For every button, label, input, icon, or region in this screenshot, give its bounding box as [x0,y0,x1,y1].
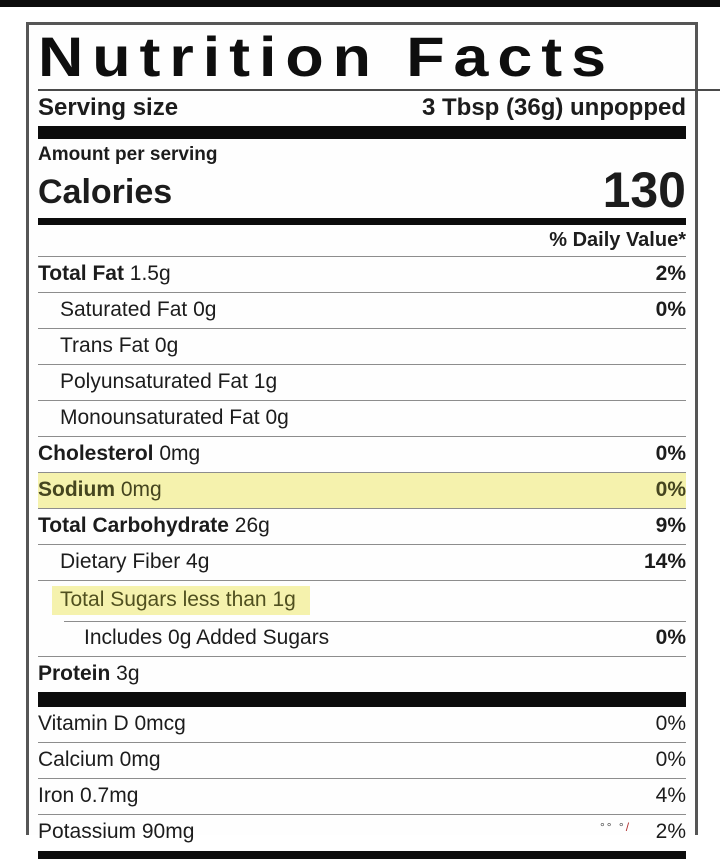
nutrient-name-bold: Total Carbohydrate [38,514,229,537]
nutrient-daily-value: 0% [655,478,686,501]
nutrient-name-rest: Potassium 90mg [38,820,195,843]
nutrient-row: Total Sugars less than 1g [38,580,686,621]
nutrient-name-rest: Polyunsaturated Fat 1g [60,370,278,393]
nutrient-row: Total Carbohydrate 26g 9% [38,508,686,544]
macronutrient-rows: Total Fat 1.5g 2% Saturated Fat 0g 0% Tr… [38,256,686,692]
nutrient-daily-value: 0% [655,442,686,465]
nutrient-name: Potassium 90mg [38,820,194,844]
thick-divider-bar [38,692,686,707]
nutrient-name: Polyunsaturated Fat 1g [60,370,277,394]
nutrient-row: Polyunsaturated Fat 1g [38,364,686,400]
nutrient-name-bold: Cholesterol [38,442,154,465]
nutrient-name: Cholesterol 0mg [38,442,200,466]
nutrient-name: Saturated Fat 0g [60,298,216,322]
nutrient-name: Total Fat 1.5g [38,262,171,286]
nutrient-name-rest: Vitamin D 0mcg [38,712,186,735]
nutrient-name-rest: Total Sugars less than 1g [60,588,296,611]
micronutrient-rows: Vitamin D 0mcg 0% Calcium 0mg 0% Iron 0.… [38,707,686,850]
nutrient-row: Sodium 0mg 0% [38,472,686,508]
nutrient-name: Dietary Fiber 4g [60,550,209,574]
nutrient-name-rest: Dietary Fiber 4g [60,550,210,573]
nutrient-name-rest: Includes 0g Added Sugars [84,626,330,649]
image-top-border-strip [0,0,720,7]
nutrient-row: Potassium 90mg 2% [38,814,686,850]
nutrient-name-bold: Sodium [38,478,115,501]
nutrient-name-rest: 0mg [115,478,162,501]
nutrient-name-rest: Saturated Fat 0g [60,298,217,321]
bottom-bar [38,851,686,859]
calories-label: Calories [38,173,173,211]
nutrient-name-rest: 1.5g [123,262,171,285]
nutrient-row: Iron 0.7mg 4% [38,778,686,814]
serving-size-label: Serving size [38,94,179,121]
nutrient-name: Trans Fat 0g [60,334,178,358]
nutrient-row: Vitamin D 0mcg 0% [38,707,686,742]
nutrient-daily-value: 4% [655,784,686,807]
nutrient-daily-value: 0% [655,298,686,321]
nutrient-name-rest: Monounsaturated Fat 0g [60,406,289,429]
scan-artifact-red-mark: / [625,820,632,834]
nutrient-daily-value: 9% [655,514,686,537]
serving-size-value: 3 Tbsp (36g) unpopped [422,94,686,121]
nutrient-name: Monounsaturated Fat 0g [60,406,289,430]
nutrient-name: Total Sugars less than 1g [52,586,310,615]
serving-size-row: Serving size 3 Tbsp (36g) unpopped [38,91,686,126]
nutrient-name-bold: Protein [38,662,111,685]
nutrient-name: Vitamin D 0mcg [38,712,186,736]
nutrient-row: Saturated Fat 0g 0% [38,292,686,328]
nutrient-name: Sodium 0mg [38,478,162,502]
nutrient-name: Protein 3g [38,662,140,686]
nutrient-row: Trans Fat 0g [38,328,686,364]
nutrient-row: Protein 3g [38,656,686,692]
nutrient-name-bold: Total Fat [38,262,124,285]
daily-value-header: % Daily Value* [549,229,686,251]
nutrient-name-rest: 0mg [153,442,201,465]
nutrient-daily-value: 0% [655,712,686,735]
nutrient-name-rest: Calcium 0mg [38,748,161,771]
nutrient-row: Includes 0g Added Sugars 0% [38,621,686,656]
nutrient-row: Monounsaturated Fat 0g [38,400,686,436]
calories-row: Calories 130 [38,162,686,218]
nutrient-name: Includes 0g Added Sugars [84,626,329,650]
nutrient-name-rest: 26g [228,514,270,537]
nutrient-name-rest: 3g [110,662,140,685]
medium-divider-bar [38,218,686,225]
nutrient-daily-value: 14% [643,550,686,573]
nutrient-name: Calcium 0mg [38,748,161,772]
calories-value: 130 [602,162,686,218]
nutrition-facts-label: Nutrition Facts Serving size 3 Tbsp (36g… [26,22,720,859]
scan-artifact-gray: °° ° [600,820,626,834]
nutrient-name-rest: Trans Fat 0g [60,334,179,357]
nutrient-daily-value: 2% [655,262,686,285]
nutrient-daily-value: 0% [655,748,686,771]
nutrient-row: Calcium 0mg 0% [38,742,686,778]
nutrient-name-rest: Iron 0.7mg [38,784,139,807]
nutrient-daily-value: 0% [655,626,686,649]
nutrient-row: Cholesterol 0mg 0% [38,436,686,472]
label-title: Nutrition Facts [38,27,720,91]
nutrient-name: Total Carbohydrate 26g [38,514,270,538]
nutrient-row: Dietary Fiber 4g 14% [38,544,686,580]
scan-artifact-scribble: °° °/ [600,820,680,835]
thick-divider-bar [38,126,686,139]
nutrient-name: Iron 0.7mg [38,784,138,808]
nutrient-row: Total Fat 1.5g 2% [38,256,686,292]
amount-per-serving-label: Amount per serving [38,144,218,165]
